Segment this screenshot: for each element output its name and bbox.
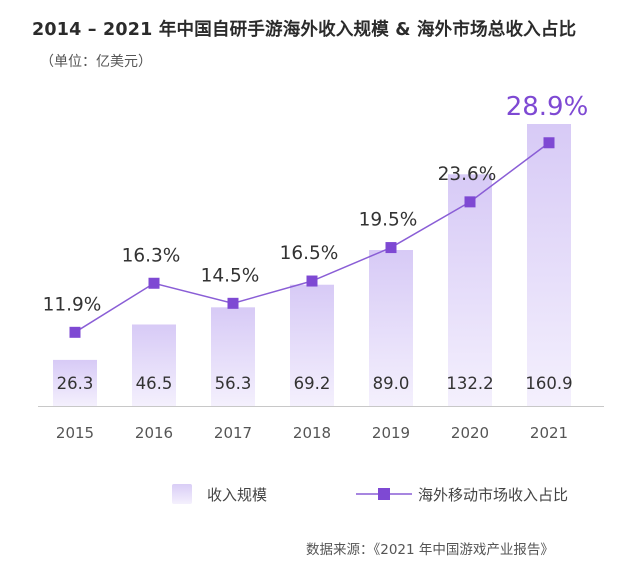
x-tick-label-2016: 2016 (135, 424, 173, 442)
bar-2021 (527, 124, 571, 406)
bar-value-label-2015: 26.3 (57, 374, 94, 393)
legend-bar-label: 收入规模 (207, 486, 268, 504)
x-tick-label-2018: 2018 (293, 424, 331, 442)
bar-value-label-2016: 46.5 (136, 374, 173, 393)
share-value-label-2017: 14.5% (201, 265, 260, 286)
bar-2015 (53, 359, 97, 406)
x-tick-label-2017: 2017 (214, 424, 252, 442)
bar-2016 (132, 324, 176, 406)
legend-line-label: 海外移动市场收入占比 (418, 486, 569, 504)
share-value-label-2021: 28.9% (506, 92, 589, 122)
share-value-label-2019: 19.5% (359, 210, 418, 231)
share-point-2021 (543, 137, 555, 149)
bar-value-label-2018: 69.2 (294, 374, 331, 393)
share-point-2015 (69, 326, 81, 338)
share-value-label-2020: 23.6% (438, 164, 497, 185)
share-value-label-2016: 16.3% (122, 245, 181, 266)
share-point-2020 (464, 196, 476, 208)
bar-value-label-2020: 132.2 (446, 374, 493, 393)
legend-line-swatch (356, 488, 412, 500)
bar-2020 (448, 174, 492, 406)
unit-label: （单位：亿美元） (40, 54, 152, 70)
share-value-label-2015: 11.9% (43, 294, 102, 315)
source-note: 数据来源：《2021 年中国游戏产业报告》 (306, 542, 554, 558)
x-tick-label-2015: 2015 (56, 424, 94, 442)
bar-2018 (290, 284, 334, 406)
bar-2017 (211, 307, 255, 406)
bar-value-label-2019: 89.0 (373, 374, 410, 393)
share-point-2017 (227, 297, 239, 309)
share-point-2016 (148, 277, 160, 289)
x-tick-label-2020: 2020 (451, 424, 489, 442)
x-tick-label-2019: 2019 (372, 424, 410, 442)
bar-2019 (369, 250, 413, 406)
share-value-label-2018: 16.5% (280, 243, 339, 264)
bar-value-label-2021: 160.9 (525, 374, 572, 393)
share-point-2019 (385, 242, 397, 254)
legend-bar-swatch (172, 484, 192, 504)
chart-title: 2014 – 2021 年中国自研手游海外收入规模 & 海外市场总收入占比 (32, 20, 577, 40)
x-tick-label-2021: 2021 (530, 424, 568, 442)
bar-value-label-2017: 56.3 (215, 374, 252, 393)
share-point-2018 (306, 275, 318, 287)
